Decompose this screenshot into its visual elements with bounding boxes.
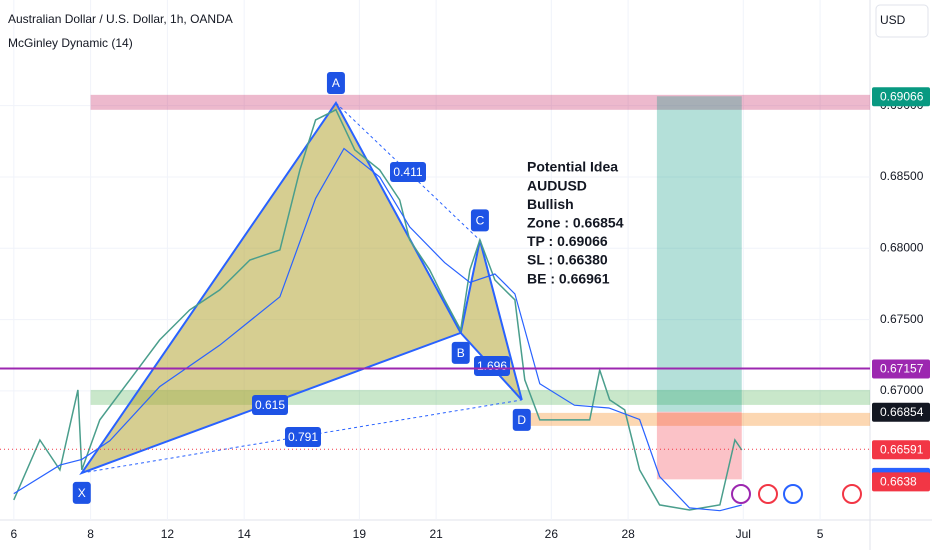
point-badge	[470, 209, 489, 232]
x-tick-label: Jul	[736, 527, 751, 541]
ratio-badge	[390, 162, 426, 182]
ratio-label: 0.615	[255, 398, 285, 412]
price-badge	[872, 440, 930, 460]
point-badge	[72, 481, 91, 504]
zone	[656, 411, 742, 480]
price-badge-label: 0.66591	[880, 442, 924, 456]
x-tick-label: 26	[545, 527, 559, 541]
idea-line: AUDUSD	[527, 177, 587, 193]
idea-line: SL : 0.66380	[527, 252, 608, 268]
currency-label: USD	[880, 13, 906, 27]
x-tick-label: 5	[817, 527, 824, 541]
idea-line: Potential Idea	[527, 159, 618, 175]
price-badge-label: 0.66854	[880, 405, 924, 419]
event-icon	[731, 484, 751, 504]
point-badge	[326, 71, 345, 94]
price-line	[13, 147, 742, 512]
chart-title: Australian Dollar / U.S. Dollar, 1h, OAN…	[8, 12, 233, 26]
idea-line: Zone : 0.66854	[527, 215, 624, 231]
point-label: A	[332, 76, 340, 90]
price-badge	[872, 87, 930, 107]
ratio-label: 0.411	[393, 165, 422, 179]
event-icon	[842, 484, 862, 504]
x-tick-label: 12	[161, 527, 175, 541]
price-badge	[872, 472, 930, 492]
x-tick-label: 14	[238, 527, 252, 541]
point-badge	[451, 341, 470, 364]
ratio-label: 0.791	[288, 430, 318, 444]
ratio-badge	[285, 427, 321, 447]
idea-line: TP : 0.69066	[527, 233, 608, 249]
x-tick-label: 19	[353, 527, 367, 541]
event-icon	[783, 484, 803, 504]
indicator-label: McGinley Dynamic (14)	[8, 36, 133, 50]
idea-line: Bullish	[527, 196, 574, 212]
y-tick-label: 0.68000	[880, 240, 924, 254]
point-badge	[512, 408, 531, 431]
y-tick-label: 0.68500	[880, 169, 924, 183]
price-badge-label: 0.67157	[880, 362, 924, 376]
idea-line: BE : 0.66961	[527, 270, 610, 286]
x-tick-label: 8	[87, 527, 94, 541]
point-label: X	[78, 486, 86, 500]
zone	[656, 96, 742, 412]
plot: 0.670000.675000.680000.685000.6900068121…	[0, 0, 924, 541]
price-badge-label: 0.69066	[880, 89, 924, 103]
y-tick-label: 0.67000	[880, 383, 924, 397]
price-badge	[872, 359, 930, 379]
x-tick-label: 28	[621, 527, 635, 541]
y-tick-label: 0.67500	[880, 312, 924, 326]
zone	[90, 94, 870, 110]
price-line	[13, 108, 743, 511]
ratio-badge	[252, 395, 288, 415]
price-badge	[872, 402, 930, 422]
x-tick-label: 21	[429, 527, 443, 541]
zone	[524, 412, 870, 426]
point-label: D	[517, 413, 526, 427]
currency-button[interactable]	[875, 4, 929, 38]
point-label: B	[457, 346, 465, 360]
price-badge-label: 0.6638	[880, 475, 917, 489]
ratio-badge	[474, 356, 510, 376]
ratio-label: 1.696	[477, 359, 507, 373]
event-icon	[758, 484, 778, 504]
point-label: C	[476, 213, 485, 227]
x-tick-label: 6	[10, 527, 17, 541]
